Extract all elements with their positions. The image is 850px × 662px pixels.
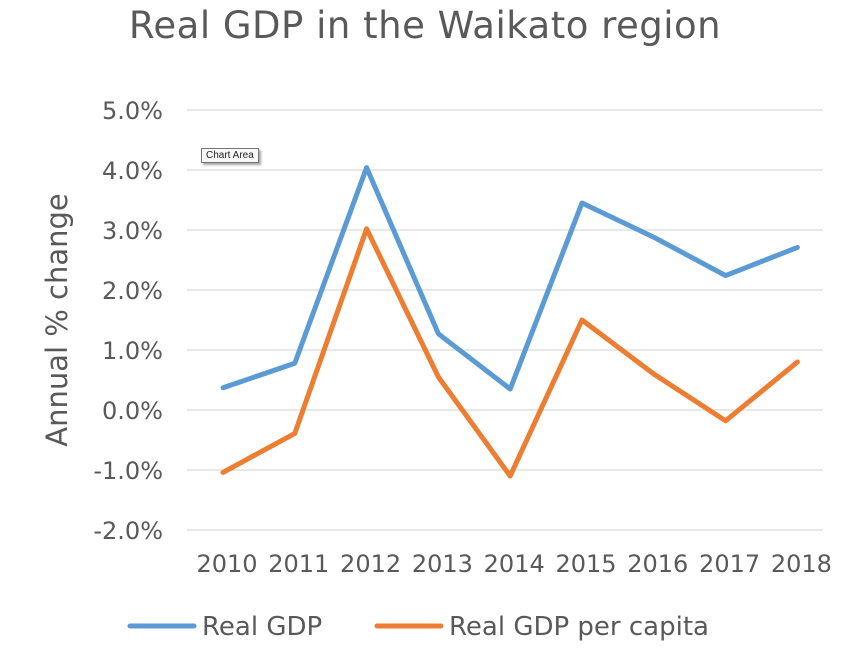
legend[interactable]: Real GDP Real GDP per capita xyxy=(127,612,709,642)
x-axis-ticks: 2010 2011 2012 2013 2014 2015 2016 2017 2018 xyxy=(196,550,831,578)
series-lines xyxy=(220,165,800,479)
y-tick-label: 1.0% xyxy=(102,337,163,365)
x-tick-label: 2010 xyxy=(196,550,257,578)
y-tick-label: 4.0% xyxy=(102,157,163,185)
legend-label: Real GDP xyxy=(202,612,322,642)
y-tick-label: 0.0% xyxy=(102,397,163,425)
x-tick-label: 2016 xyxy=(627,550,688,578)
y-tick-label: -1.0% xyxy=(93,457,163,485)
x-tick-label: 2017 xyxy=(699,550,760,578)
legend-label: Real GDP per capita xyxy=(449,612,709,642)
y-axis-title: Annual % change xyxy=(40,193,74,447)
x-tick-label: 2013 xyxy=(412,550,473,578)
y-axis-ticks: 5.0% 4.0% 3.0% 2.0% 1.0% 0.0% -1.0% -2.0% xyxy=(93,97,163,545)
y-tick-label: 3.0% xyxy=(102,217,163,245)
y-tick-label: 5.0% xyxy=(102,97,163,125)
x-tick-label: 2011 xyxy=(268,550,329,578)
chart-title: Real GDP in the Waikato region xyxy=(128,4,722,47)
chart-area-tooltip: Chart Area xyxy=(201,148,259,163)
x-tick-label: 2014 xyxy=(484,550,545,578)
y-tick-label: 2.0% xyxy=(102,277,163,305)
gridlines xyxy=(187,109,823,531)
series-line-real-gdp[interactable] xyxy=(220,165,800,392)
y-tick-label: -2.0% xyxy=(93,517,163,545)
x-tick-label: 2015 xyxy=(555,550,616,578)
x-tick-label: 2018 xyxy=(771,550,832,578)
x-tick-label: 2012 xyxy=(340,550,401,578)
